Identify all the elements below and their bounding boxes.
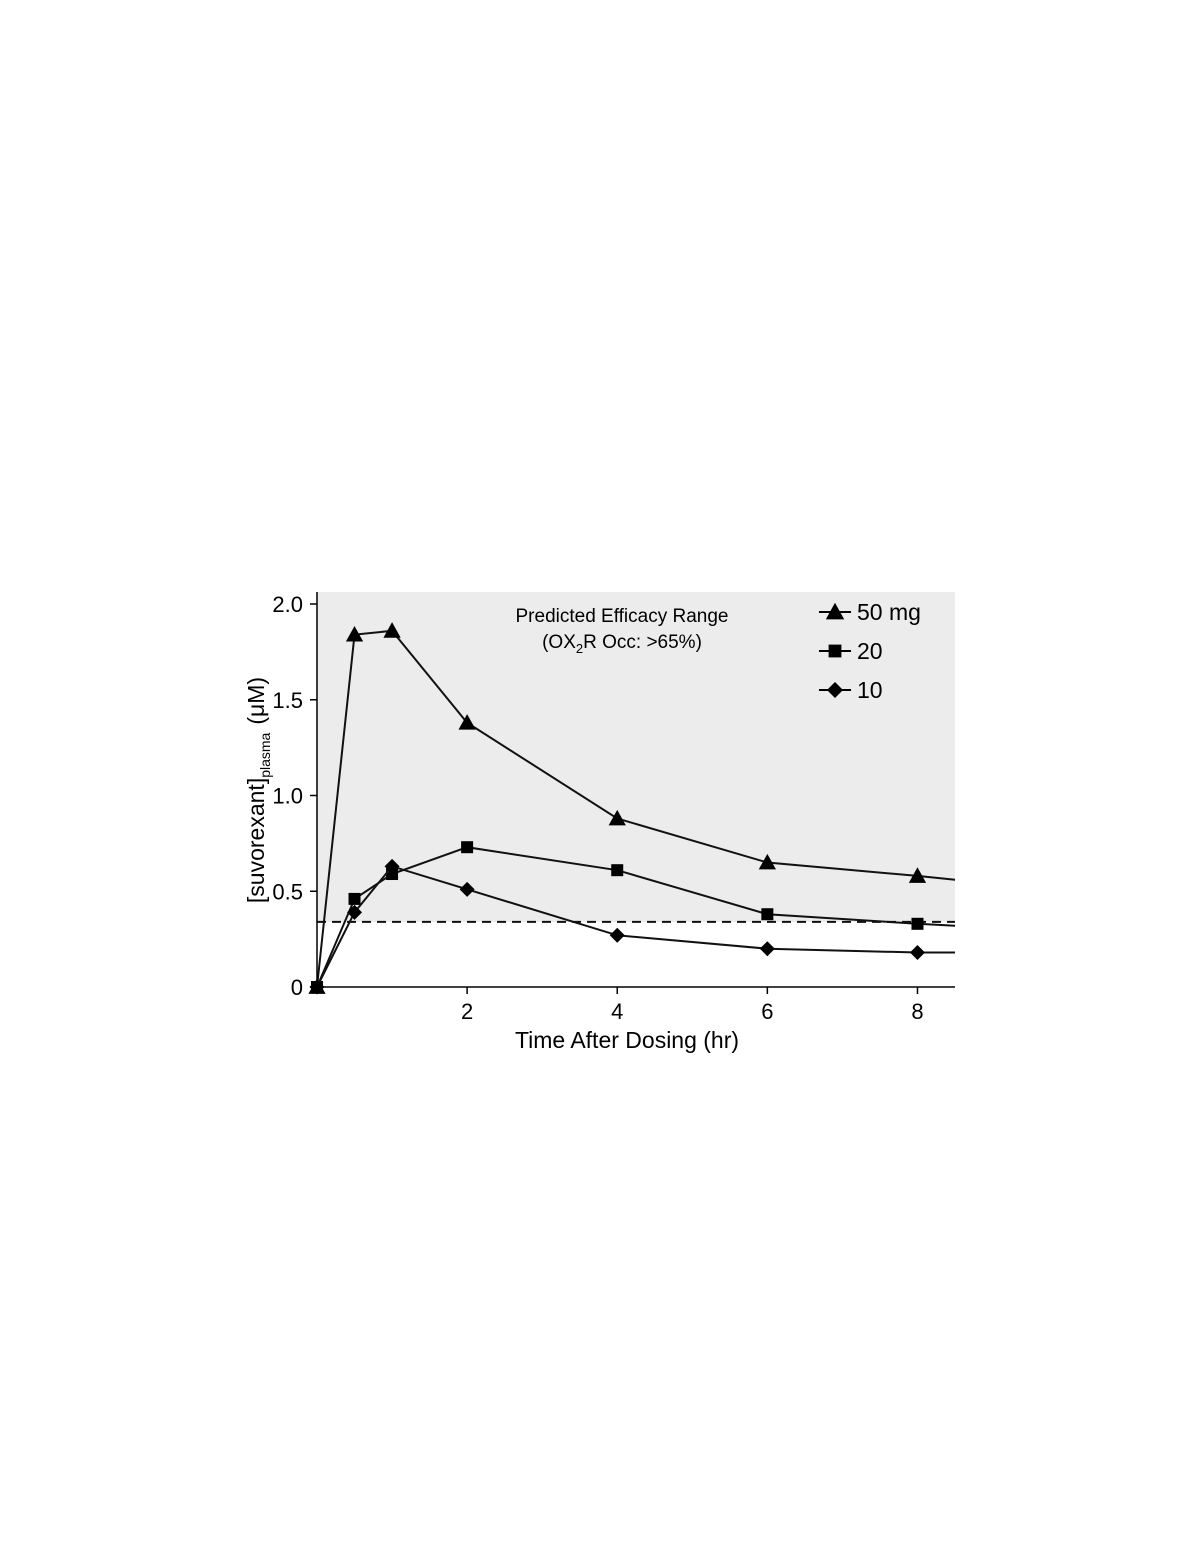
data-point-square bbox=[911, 917, 924, 930]
annotation-line-1: Predicted Efficacy Range bbox=[516, 606, 729, 627]
x-axis-title: Time After Dosing (hr) bbox=[515, 1027, 739, 1053]
annotation-line-2-suffix: R Occ: >65%) bbox=[583, 632, 702, 653]
data-point-triangle bbox=[758, 853, 776, 870]
legend-marker-diamond bbox=[827, 682, 843, 698]
data-point-diamond bbox=[347, 904, 363, 920]
legend-label: 20 bbox=[857, 638, 883, 664]
data-point-triangle bbox=[908, 867, 927, 883]
y-axis-title: [suvorexant]plasma (μM) bbox=[243, 677, 273, 903]
series-line-1 bbox=[316, 846, 956, 988]
series-line-0 bbox=[316, 629, 956, 988]
data-point-triangle bbox=[383, 622, 401, 638]
ticks-layer: 0 0.5 1.0 1.5 2.0 2 4 6 8 bbox=[272, 592, 923, 1024]
x-tick-label: 8 bbox=[911, 999, 923, 1024]
annotation-line-2: (OX2R Occ: >65%) bbox=[542, 632, 702, 656]
x-tick-label: 6 bbox=[761, 999, 773, 1024]
y-axis-title-subscript: plasma bbox=[257, 732, 273, 777]
data-point-square bbox=[461, 841, 474, 854]
data-point-square bbox=[348, 892, 361, 905]
data-point-square bbox=[611, 864, 624, 877]
legend: 50 mg 20 10 bbox=[819, 599, 921, 703]
data-point-diamond bbox=[609, 927, 625, 943]
data-point-diamond bbox=[909, 945, 925, 961]
data-point-triangle bbox=[608, 809, 626, 826]
legend-label: 50 mg bbox=[857, 599, 921, 625]
y-tick-label: 2.0 bbox=[272, 592, 303, 617]
x-tick-label: 4 bbox=[611, 999, 623, 1024]
annotation-line-2-subscript: 2 bbox=[576, 641, 583, 656]
y-tick-label: 1.5 bbox=[272, 688, 303, 713]
data-point-diamond bbox=[384, 858, 400, 874]
y-tick-label: 0.5 bbox=[272, 879, 303, 904]
data-point-diamond bbox=[759, 941, 775, 957]
series-line-2 bbox=[316, 865, 955, 988]
data-point-square bbox=[761, 908, 774, 921]
y-tick-label: 1.0 bbox=[272, 784, 303, 809]
legend-marker-square bbox=[828, 644, 842, 658]
annotation-line-2-prefix: (OX bbox=[542, 632, 576, 653]
data-point-triangle bbox=[458, 714, 476, 730]
efficacy-range-shading bbox=[317, 592, 955, 922]
data-point-diamond bbox=[459, 881, 475, 897]
y-axis-title-unit: (μM) bbox=[243, 677, 269, 725]
data-point-triangle bbox=[345, 626, 364, 642]
legend-marker-triangle bbox=[825, 602, 845, 620]
x-tick-label: 2 bbox=[461, 999, 473, 1024]
y-tick-label: 0 bbox=[291, 975, 303, 1000]
legend-label: 10 bbox=[857, 677, 883, 703]
y-axis-title-prefix: [suvorexant] bbox=[243, 778, 269, 903]
